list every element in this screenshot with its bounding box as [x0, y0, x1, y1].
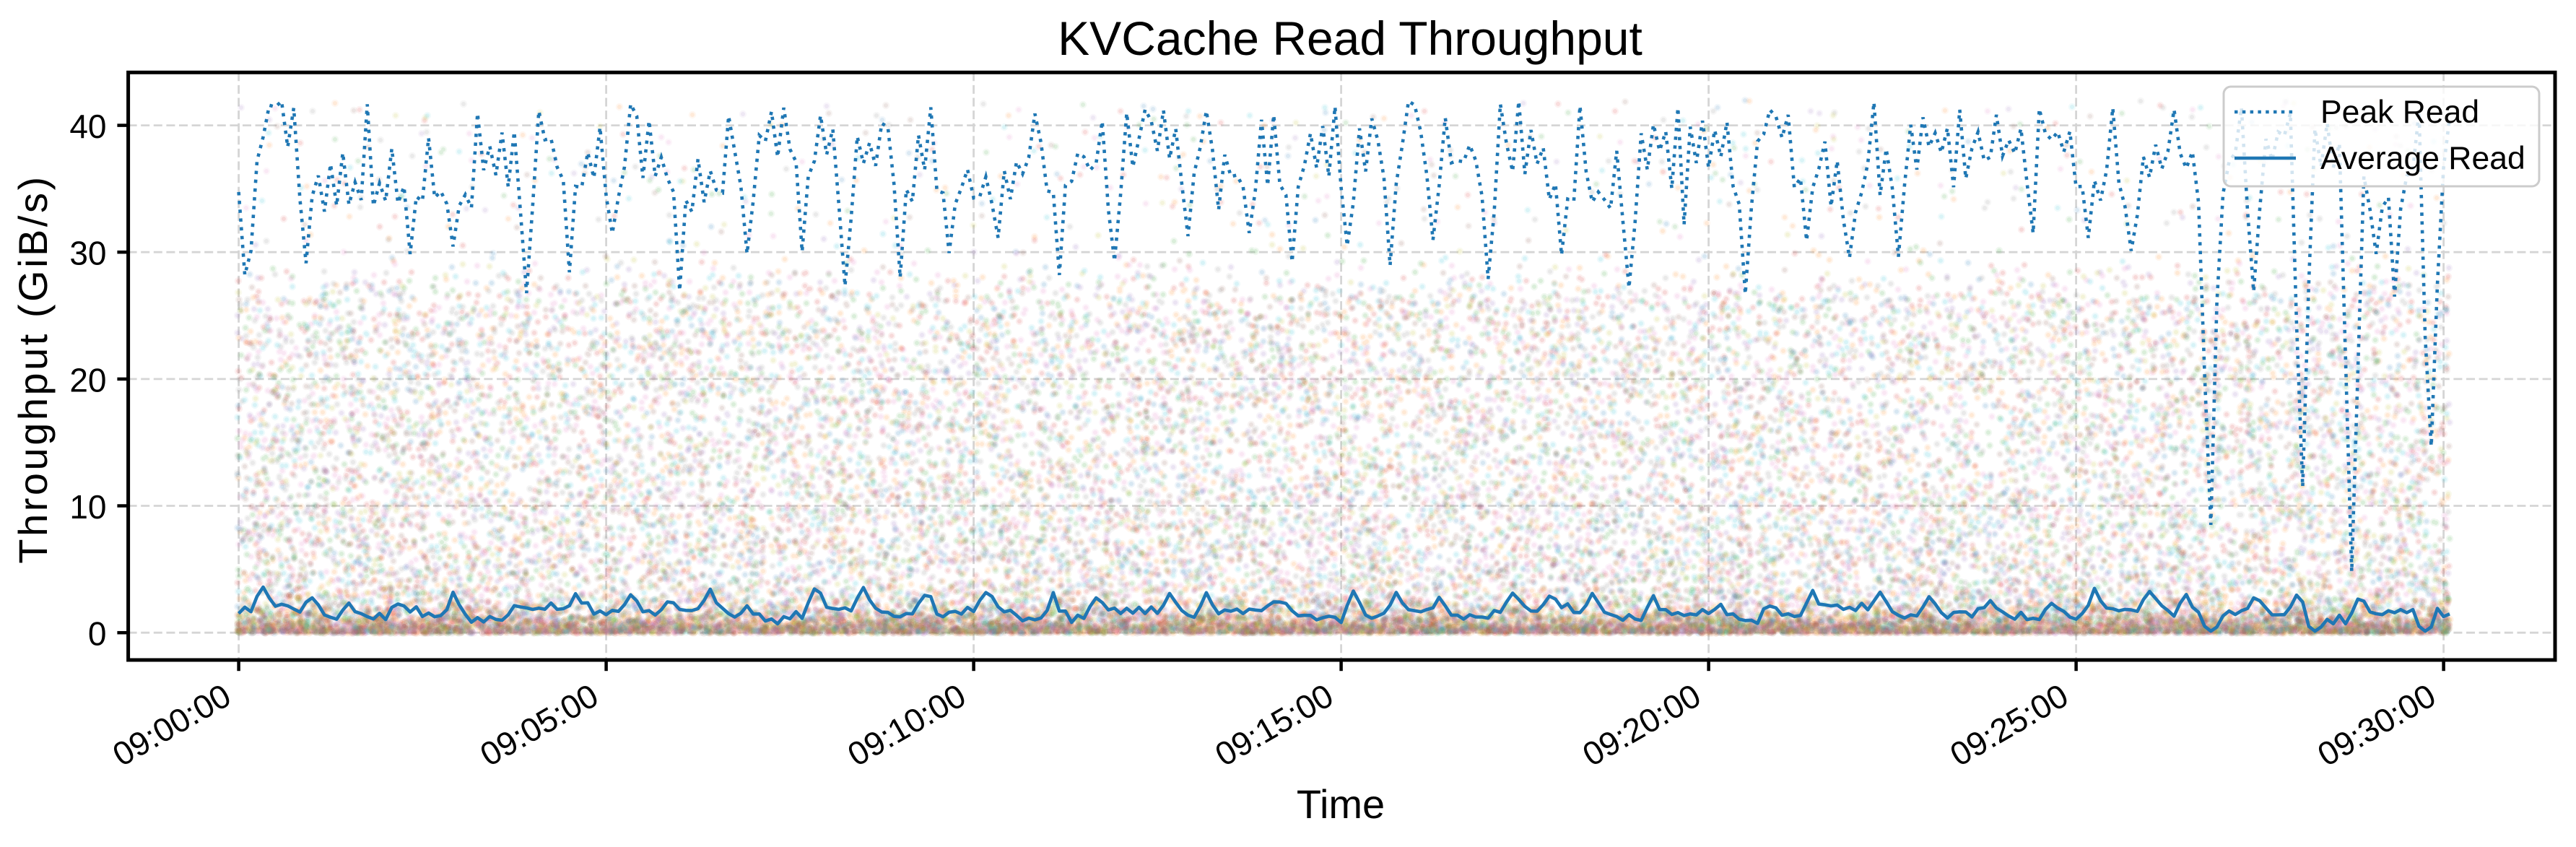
svg-text:Throughput (GiB/s): Throughput (GiB/s) — [10, 174, 56, 563]
svg-text:30: 30 — [69, 235, 106, 272]
svg-text:40: 40 — [69, 108, 106, 145]
svg-text:20: 20 — [69, 361, 106, 399]
svg-text:Average Read: Average Read — [2320, 141, 2525, 176]
svg-text:10: 10 — [69, 488, 106, 526]
svg-text:Time: Time — [1297, 781, 1385, 827]
svg-text:Peak Read: Peak Read — [2320, 95, 2479, 130]
svg-text:KVCache Read Throughput: KVCache Read Throughput — [1058, 12, 1642, 65]
svg-text:0: 0 — [88, 615, 107, 653]
